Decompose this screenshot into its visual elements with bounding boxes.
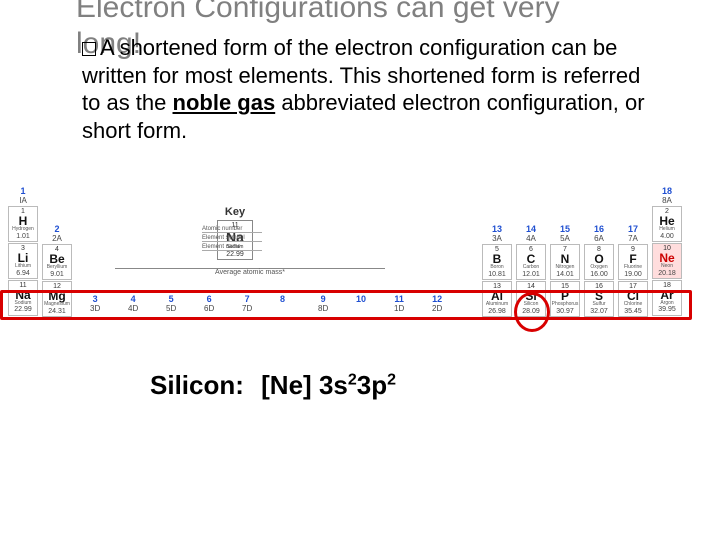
element-O: 8OOxygen16.00 xyxy=(584,244,614,280)
element-H: 1 H Hydrogen 1.01 xyxy=(8,206,38,242)
key-atomic-label: Atomic number xyxy=(202,226,262,233)
bullet-checkbox-icon xyxy=(82,42,96,56)
silicon-configuration: Silicon: [Ne] 3s23p2 xyxy=(150,370,396,401)
group-2-old: 2A xyxy=(42,234,72,243)
group-2-num: 2 xyxy=(42,224,72,234)
group-1-num: 1 xyxy=(8,186,38,196)
periodic-table-fragment: 1 IA 1 H Hydrogen 1.01 3 Li Lithium 6.94… xyxy=(0,186,720,346)
element-F: 9FFluorine19.00 xyxy=(618,244,648,280)
body-paragraph: A shortened form of the electron configu… xyxy=(82,34,662,144)
title-line1: Electron Configurations can get very xyxy=(76,0,560,24)
silicon-sup-1: 2 xyxy=(348,371,357,388)
silicon-highlight-oval xyxy=(514,292,550,332)
element-C: 6CCarbon12.01 xyxy=(516,244,546,280)
key-name-label: Element name xyxy=(202,244,262,251)
silicon-orbital-1: 3s xyxy=(319,370,348,400)
silicon-label: Silicon: xyxy=(150,370,244,400)
key-mass-label: Average atomic mass* xyxy=(115,268,385,276)
row-3-highlight-rect xyxy=(0,290,692,320)
key-title: Key xyxy=(160,206,310,218)
silicon-noble-core: [Ne] xyxy=(261,370,312,400)
key-symbol-label: Element symbol xyxy=(202,235,262,242)
element-Ne: 10NeNeon20.18 xyxy=(652,243,682,279)
key-labels: Atomic number Element symbol Element nam… xyxy=(202,224,322,253)
paragraph-bold: noble gas xyxy=(173,90,276,115)
key-legend: Key 11 Na Sodium 22.99 Atomic number Ele… xyxy=(160,206,310,260)
element-N: 7NNitrogen14.01 xyxy=(550,244,580,280)
element-He: 2HeHelium4.00 xyxy=(652,206,682,242)
group-1-old: IA xyxy=(8,196,38,205)
silicon-sup-2: 2 xyxy=(387,371,396,388)
silicon-orbital-2: 3p xyxy=(357,370,387,400)
element-B: 5BBoron10.81 xyxy=(482,244,512,280)
element-Be: 4 Be Beryllium 9.01 xyxy=(42,244,72,280)
element-Li: 3 Li Lithium 6.94 xyxy=(8,243,38,279)
